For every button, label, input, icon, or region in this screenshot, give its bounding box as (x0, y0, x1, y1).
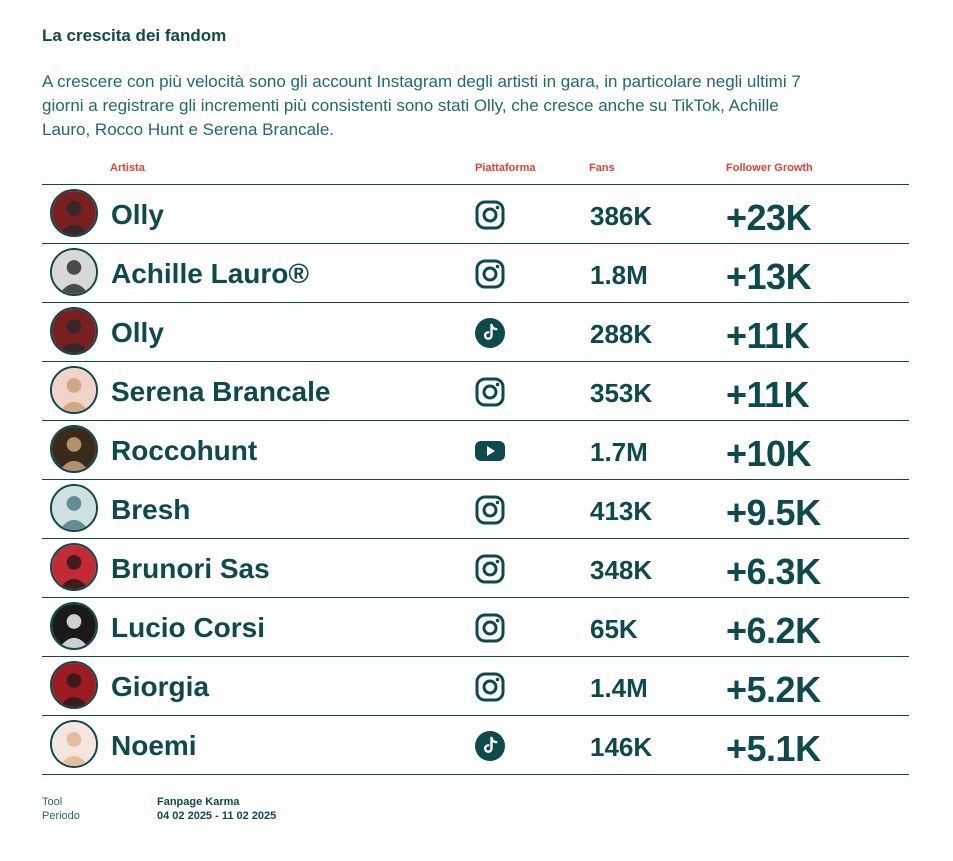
fans-value: 65K (590, 614, 638, 644)
instagram-icon (474, 258, 506, 290)
column-header-platform: Piattaforma (475, 162, 536, 174)
youtube-icon (474, 435, 506, 467)
instagram-icon (474, 612, 506, 644)
tool-value: Fanpage Karma (157, 796, 240, 808)
table-row: Achille Lauro® 1.8M +13K (42, 244, 909, 303)
fans-value: 146K (590, 732, 653, 762)
artist-name: Olly (111, 317, 164, 348)
follower-growth-value: +5.1K (726, 728, 821, 769)
artist-name: Bresh (111, 494, 191, 525)
column-header-fans: Fans (589, 162, 615, 174)
instagram-icon (474, 671, 506, 703)
artist-name: Lucio Corsi (111, 612, 266, 643)
avatar (50, 366, 98, 414)
fans-value: 386K (590, 201, 653, 231)
avatar (50, 189, 98, 237)
avatar (50, 602, 98, 650)
table-row: Brunori Sas 348K +6.3K (42, 539, 909, 598)
table-row: Giorgia 1.4M +5.2K (42, 657, 909, 716)
table-row: Lucio Corsi 65K +6.2K (42, 598, 909, 657)
period-value: 04 02 2025 - 11 02 2025 (157, 810, 277, 822)
instagram-icon (474, 199, 506, 231)
follower-growth-value: +13K (726, 256, 812, 297)
fans-value: 288K (590, 319, 653, 349)
follower-growth-value: +5.2K (726, 669, 821, 710)
avatar (50, 425, 98, 473)
artist-name: Achille Lauro® (111, 258, 309, 289)
column-header-artist: Artista (110, 162, 145, 174)
fans-value: 1.8M (590, 260, 648, 290)
avatar (50, 307, 98, 355)
artist-name: Giorgia (111, 671, 210, 702)
follower-growth-value: +10K (726, 433, 812, 474)
table-row: Noemi 146K +5.1K (42, 716, 909, 775)
avatar (50, 720, 98, 768)
table-header: Artista Piattaforma Fans Follower Growth (42, 158, 909, 185)
fans-value: 413K (590, 496, 653, 526)
fandom-table: Artista Piattaforma Fans Follower Growth… (42, 158, 909, 775)
follower-growth-value: +9.5K (726, 492, 821, 533)
artist-name: Roccohunt (111, 435, 258, 466)
fans-value: 348K (590, 555, 653, 585)
artist-name: Noemi (111, 730, 197, 761)
table-row: Serena Brancale 353K +11K (42, 362, 909, 421)
column-header-growth: Follower Growth (726, 162, 813, 174)
description: A crescere con più velocità sono gli acc… (42, 72, 801, 139)
table-row: Olly 288K +11K (42, 303, 909, 362)
tiktok-icon (474, 730, 506, 762)
follower-growth-value: +11K (726, 374, 810, 415)
follower-growth-value: +11K (726, 315, 810, 356)
avatar (50, 661, 98, 709)
period-label: Periodo (42, 810, 80, 822)
follower-growth-value: +23K (726, 197, 812, 238)
avatar (50, 248, 98, 296)
artist-name: Olly (111, 199, 164, 230)
instagram-icon (474, 494, 506, 526)
fans-value: 1.7M (590, 437, 648, 467)
artist-name: Brunori Sas (111, 553, 270, 584)
page-title: La crescita dei fandom (42, 26, 227, 45)
follower-growth-value: +6.2K (726, 610, 821, 651)
tool-label: Tool (42, 796, 63, 808)
table-row: Bresh 413K +9.5K (42, 480, 909, 539)
avatar (50, 543, 98, 591)
instagram-icon (474, 376, 506, 408)
tiktok-icon (474, 317, 506, 349)
instagram-icon (474, 553, 506, 585)
table-row: Olly 386K +23K (42, 185, 909, 244)
fans-value: 1.4M (590, 673, 648, 703)
table-row: Roccohunt 1.7M +10K (42, 421, 909, 480)
follower-growth-value: +6.3K (726, 551, 821, 592)
artist-name: Serena Brancale (111, 376, 331, 407)
avatar (50, 484, 98, 532)
fans-value: 353K (590, 378, 653, 408)
